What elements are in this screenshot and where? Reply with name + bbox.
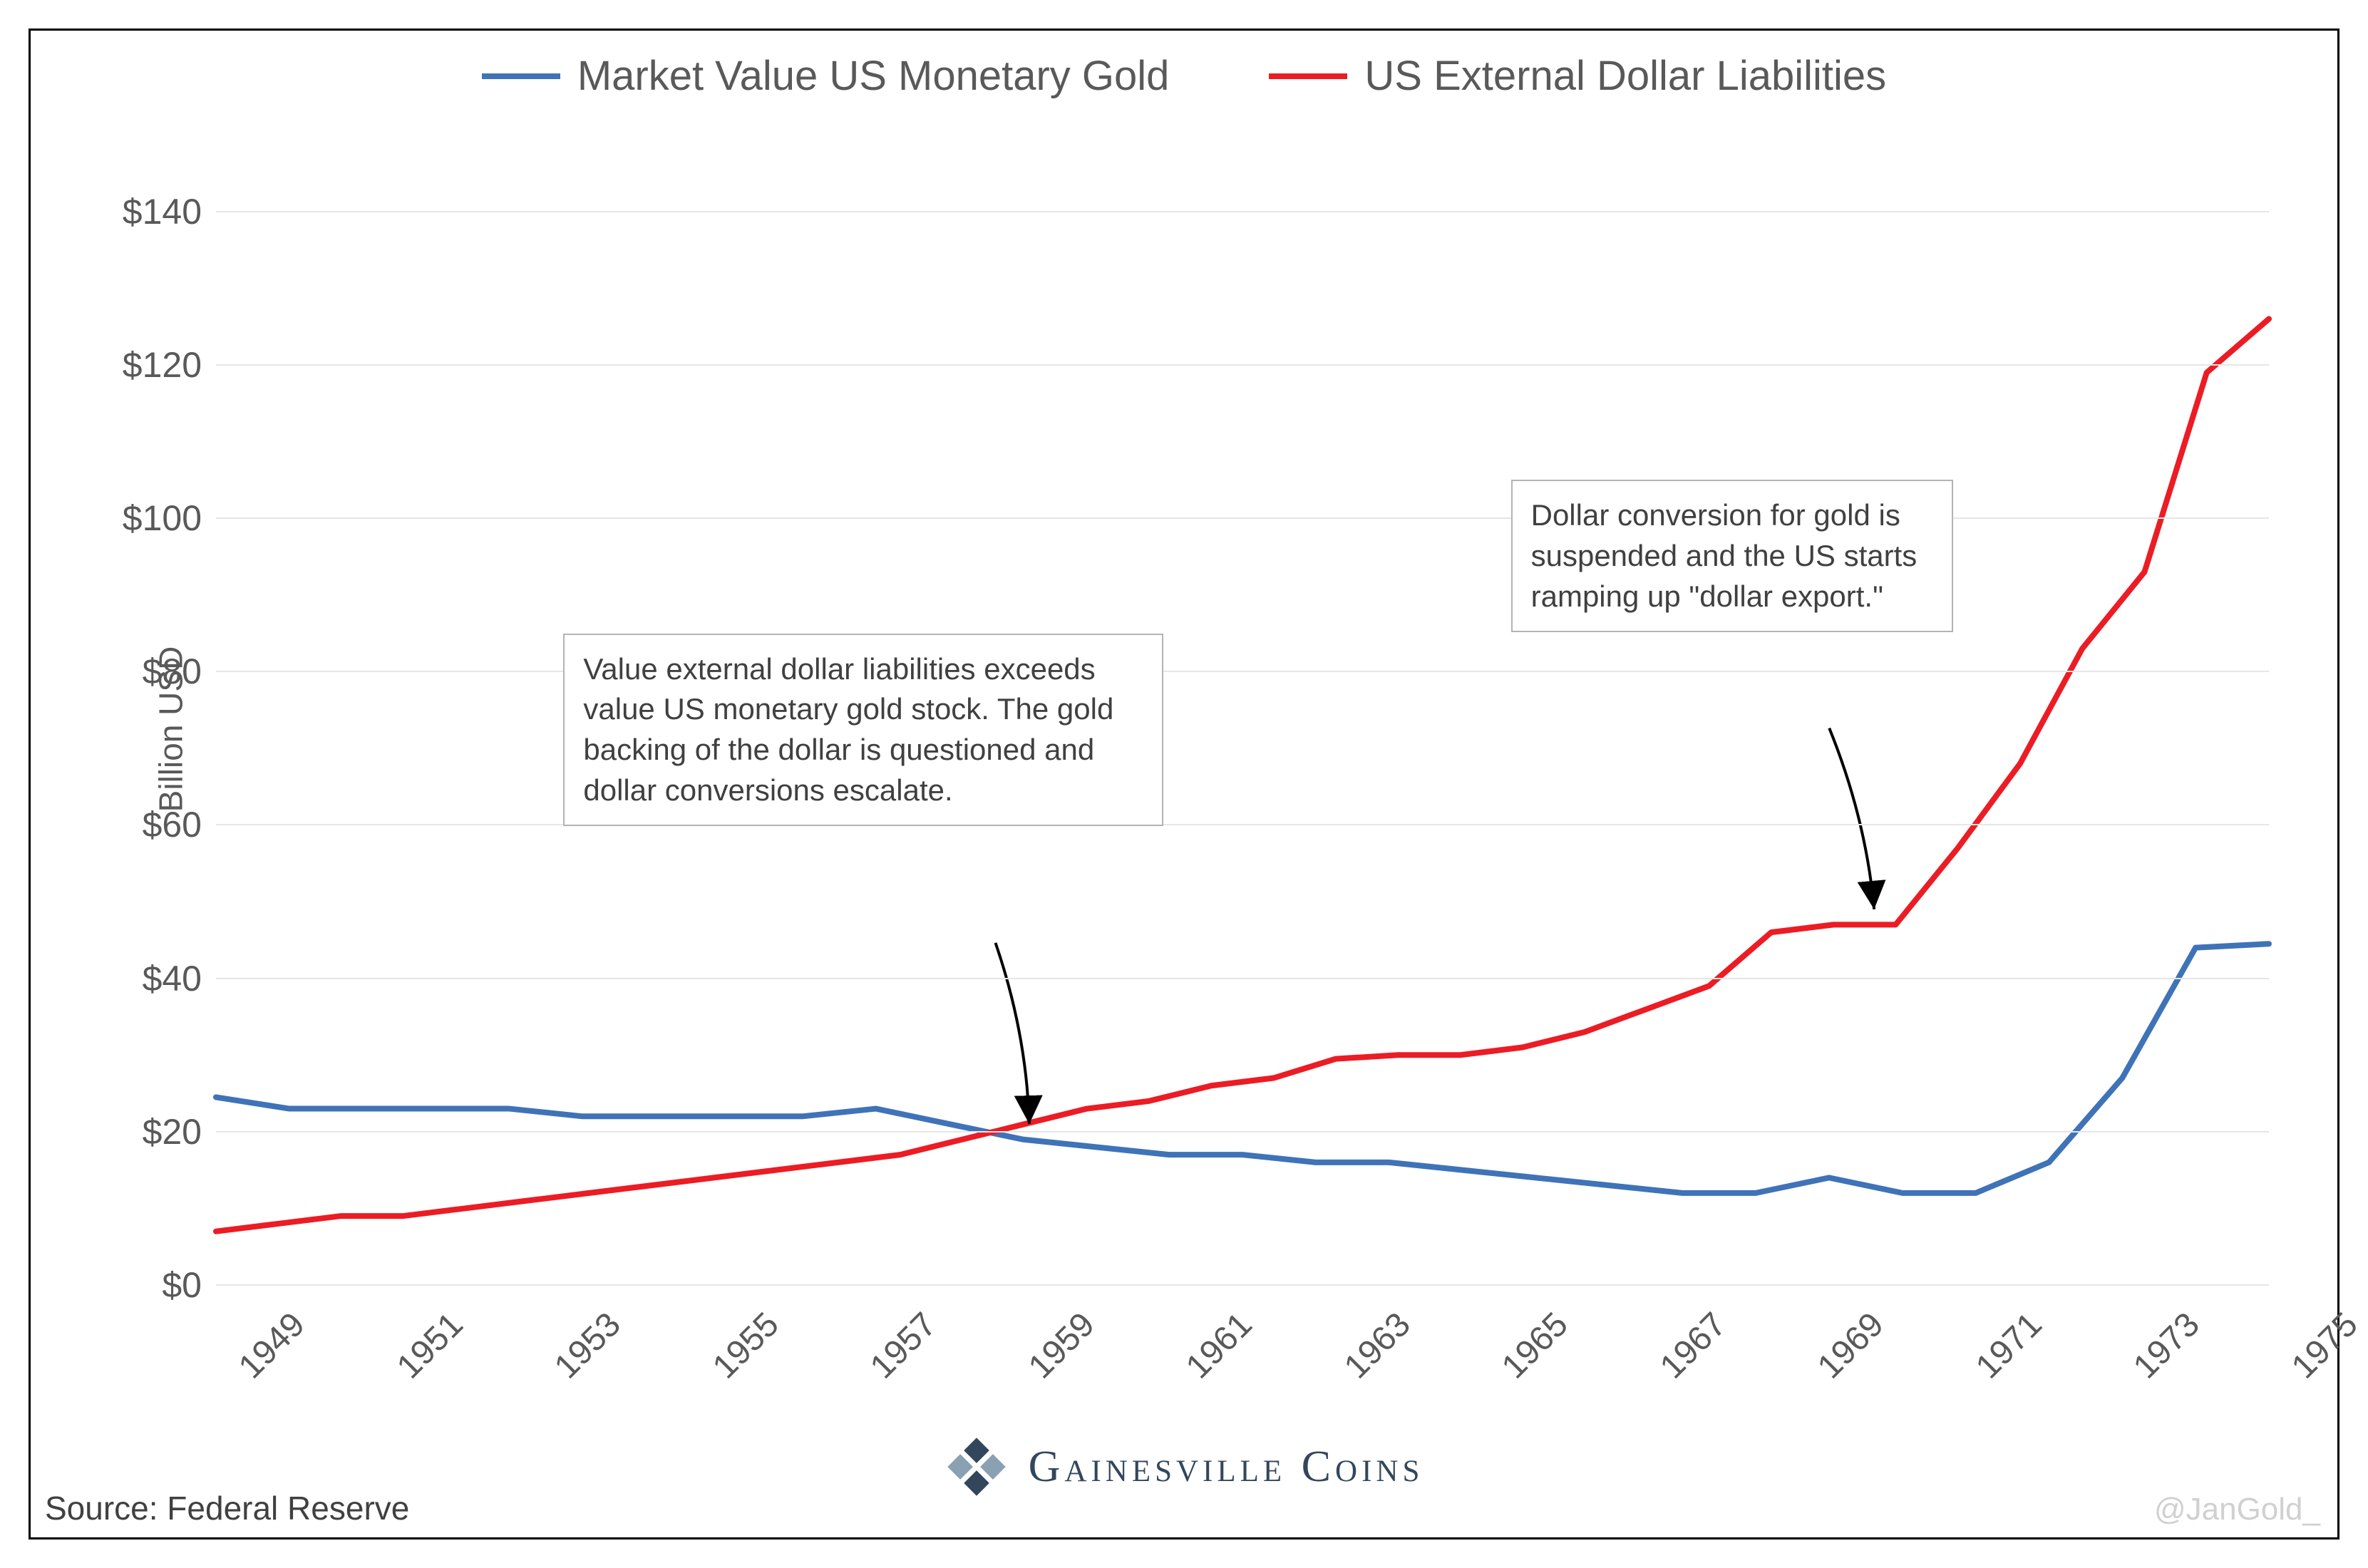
x-tick-label: 1955 — [705, 1305, 786, 1386]
x-tick-label: 1975 — [2284, 1305, 2365, 1386]
legend-swatch-gold — [482, 73, 560, 79]
x-tick-label: 1965 — [1495, 1305, 1576, 1386]
plot-area: Billion USD $0$20$40$60$80$100$120$14019… — [216, 173, 2269, 1285]
legend-label-liabilities: US External Dollar Liabilities — [1364, 52, 1886, 100]
brand-logo-icon — [944, 1435, 1009, 1499]
series-line-gold — [216, 944, 2269, 1193]
x-tick-label: 1967 — [1652, 1305, 1734, 1386]
chart-frame: Market Value US Monetary Gold US Externa… — [29, 29, 2339, 1539]
x-tick-label: 1959 — [1021, 1305, 1102, 1386]
series-line-liabilities — [216, 319, 2269, 1231]
x-tick-label: 1957 — [863, 1305, 944, 1386]
source-label: Source: Federal Reserve — [45, 1489, 409, 1527]
y-tick-label: $80 — [59, 651, 202, 692]
gridline — [216, 824, 2269, 825]
legend-label-gold: Market Value US Monetary Gold — [577, 52, 1170, 100]
watermark: @JanGold_ — [2154, 1492, 2320, 1527]
x-tick-label: 1961 — [1178, 1305, 1260, 1386]
x-tick-label: 1953 — [547, 1305, 628, 1386]
x-tick-label: 1969 — [1811, 1305, 1892, 1386]
legend-item-gold: Market Value US Monetary Gold — [482, 52, 1170, 100]
x-tick-label: 1949 — [231, 1305, 312, 1386]
gridline — [216, 978, 2269, 979]
brand-name: Gainesville Coins — [1029, 1442, 1424, 1492]
gridline — [216, 364, 2269, 366]
x-tick-label: 1951 — [389, 1305, 470, 1386]
annotation-suspension: Dollar conversion for gold is suspended … — [1511, 480, 1953, 632]
annotation-crossover: Value external dollar liabilities exceed… — [563, 634, 1163, 827]
chart-svg — [216, 173, 2269, 1285]
gridline — [216, 1284, 2269, 1286]
gridline — [216, 671, 2269, 672]
x-tick-label: 1963 — [1337, 1305, 1418, 1386]
gridline — [216, 1131, 2269, 1133]
y-tick-label: $60 — [59, 804, 202, 845]
legend: Market Value US Monetary Gold US Externa… — [31, 52, 2337, 100]
gridline — [216, 211, 2269, 212]
x-tick-label: 1973 — [2126, 1305, 2208, 1386]
legend-swatch-liabilities — [1269, 73, 1347, 79]
x-tick-label: 1971 — [1968, 1305, 2049, 1386]
gridline — [216, 517, 2269, 519]
y-tick-label: $100 — [59, 497, 202, 539]
y-tick-label: $120 — [59, 344, 202, 386]
y-tick-label: $140 — [59, 191, 202, 232]
y-tick-label: $40 — [59, 958, 202, 999]
annotation-arrow-suspension — [1829, 728, 1874, 909]
y-tick-label: $0 — [59, 1264, 202, 1306]
y-tick-label: $20 — [59, 1111, 202, 1152]
annotation-arrow-crossover — [996, 943, 1029, 1124]
legend-item-liabilities: US External Dollar Liabilities — [1269, 52, 1886, 100]
